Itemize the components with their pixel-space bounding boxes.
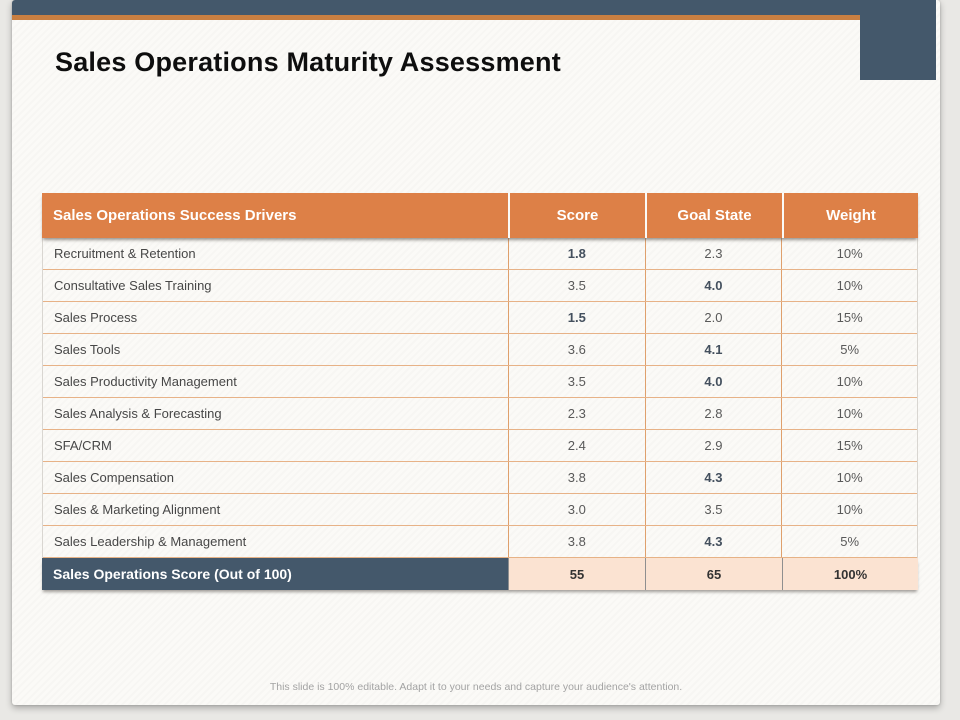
weight-value: 5% [781, 334, 917, 365]
table-row: Consultative Sales Training 3.5 4.0 10% [43, 270, 917, 302]
weight-value: 10% [781, 366, 917, 397]
weight-value: 5% [781, 526, 917, 557]
goal-value: 4.3 [644, 462, 782, 493]
table-body: Recruitment & Retention 1.8 2.3 10% Cons… [42, 238, 918, 558]
weight-value: 15% [781, 302, 917, 333]
goal-value: 4.0 [644, 366, 782, 397]
driver-name: Sales Analysis & Forecasting [54, 406, 222, 421]
table-row: SFA/CRM 2.4 2.9 15% [43, 430, 917, 462]
goal-value: 4.0 [644, 270, 782, 301]
column-header-weight: Weight [782, 193, 918, 238]
footer-label: Sales Operations Score (Out of 100) [42, 558, 508, 590]
table-header-row: Sales Operations Success Drivers Score G… [42, 193, 918, 238]
weight-value: 15% [781, 430, 917, 461]
goal-value: 2.3 [644, 238, 782, 269]
score-value: 1.5 [507, 302, 645, 333]
score-value: 2.3 [507, 398, 645, 429]
goal-value: 2.0 [644, 302, 782, 333]
footer-score: 55 [508, 558, 645, 590]
editable-note: This slide is 100% editable. Adapt it to… [269, 681, 683, 693]
weight-value: 10% [781, 494, 917, 525]
slide-title: Sales Operations Maturity Assessment [55, 47, 561, 77]
weight-value: 10% [781, 462, 917, 493]
table-row: Sales Leadership & Management 3.8 4.3 5% [43, 526, 917, 558]
score-value: 3.5 [507, 366, 645, 397]
table-row: Sales Analysis & Forecasting 2.3 2.8 10% [43, 398, 917, 430]
driver-name: Sales Compensation [54, 470, 174, 485]
table-row: Recruitment & Retention 1.8 2.3 10% [43, 238, 917, 270]
footer-goal: 65 [645, 558, 782, 590]
assessment-table: Sales Operations Success Drivers Score G… [42, 193, 918, 590]
corner-accent-square [860, 0, 936, 80]
driver-name: Sales Process [54, 310, 138, 325]
top-accent-bar [12, 0, 936, 15]
goal-value: 2.8 [644, 398, 782, 429]
column-header-goal-state: Goal State [645, 193, 782, 238]
driver-name: Sales Tools [54, 342, 121, 357]
table-row: Sales Productivity Management 3.5 4.0 10… [43, 366, 917, 398]
driver-name: Recruitment & Retention [54, 246, 196, 261]
score-value: 3.8 [507, 526, 645, 557]
goal-value: 4.3 [644, 526, 782, 557]
driver-name: Sales Productivity Management [54, 374, 237, 389]
score-value: 3.0 [507, 494, 645, 525]
weight-value: 10% [781, 398, 917, 429]
table-row: Sales Compensation 3.8 4.3 10% [43, 462, 917, 494]
column-header-drivers: Sales Operations Success Drivers [53, 207, 297, 224]
weight-value: 10% [781, 238, 917, 269]
table-row: Sales Tools 3.6 4.1 5% [43, 334, 917, 366]
slide: Sales Operations Maturity Assessment Sal… [12, 0, 940, 705]
driver-name: Sales Leadership & Management [54, 534, 247, 549]
orange-accent-line [12, 15, 860, 20]
column-header-score: Score [508, 193, 645, 238]
score-value: 3.6 [507, 334, 645, 365]
footer-weight: 100% [782, 558, 918, 590]
goal-value: 3.5 [644, 494, 782, 525]
score-value: 3.5 [507, 270, 645, 301]
score-value: 3.8 [507, 462, 645, 493]
table-row: Sales & Marketing Alignment 3.0 3.5 10% [43, 494, 917, 526]
driver-name: Consultative Sales Training [54, 278, 212, 293]
goal-value: 4.1 [644, 334, 782, 365]
driver-name: SFA/CRM [54, 438, 112, 453]
goal-value: 2.9 [644, 430, 782, 461]
table-row: Sales Process 1.5 2.0 15% [43, 302, 917, 334]
score-value: 2.4 [507, 430, 645, 461]
score-value: 1.8 [507, 238, 645, 269]
driver-name: Sales & Marketing Alignment [54, 502, 221, 517]
table-footer-row: Sales Operations Score (Out of 100) 55 6… [42, 558, 918, 590]
weight-value: 10% [781, 270, 917, 301]
